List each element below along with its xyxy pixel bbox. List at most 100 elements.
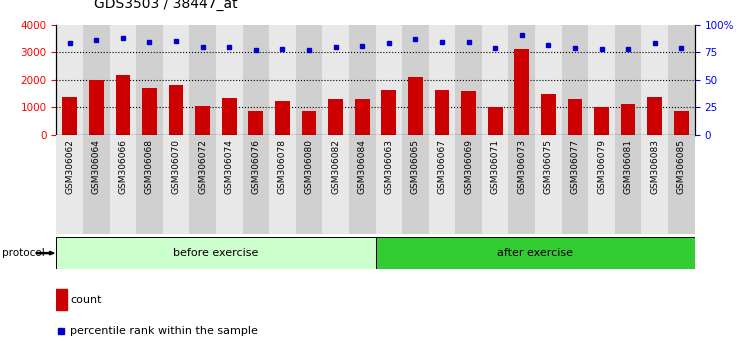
Bar [535,25,562,135]
Bar [243,25,269,135]
Bar [56,289,67,310]
Bar [429,25,455,135]
Text: GSM306067: GSM306067 [438,139,447,194]
Text: GSM306080: GSM306080 [304,139,313,194]
Bar [62,97,77,135]
Bar [668,25,695,135]
Bar [83,135,110,234]
Bar [275,101,290,135]
Text: GSM306081: GSM306081 [623,139,632,194]
Bar [142,88,157,135]
Bar [169,85,183,135]
Bar [116,75,130,135]
Bar [488,107,502,135]
Bar [562,25,588,135]
Text: GSM306070: GSM306070 [171,139,180,194]
Text: GSM306071: GSM306071 [490,139,499,194]
Text: GSM306065: GSM306065 [411,139,420,194]
Bar [322,25,349,135]
Bar [243,135,269,234]
Bar [568,99,582,135]
Bar [322,135,349,234]
Text: GSM306068: GSM306068 [145,139,154,194]
Bar [615,25,641,135]
Text: GSM306074: GSM306074 [225,139,234,194]
Text: GSM306063: GSM306063 [385,139,394,194]
Bar [328,99,343,135]
Bar [110,25,136,135]
Bar [668,135,695,234]
Bar [408,78,423,135]
Text: after exercise: after exercise [497,248,573,258]
Bar [222,98,237,135]
Bar [435,90,449,135]
Text: GSM306072: GSM306072 [198,139,207,194]
Bar [269,25,296,135]
Text: GSM306062: GSM306062 [65,139,74,194]
Bar [189,135,216,234]
Text: GSM306083: GSM306083 [650,139,659,194]
Bar [83,25,110,135]
Bar [110,135,136,234]
Bar [269,135,296,234]
Bar [382,90,396,135]
Bar [508,135,535,234]
Text: GSM306064: GSM306064 [92,139,101,194]
Bar [376,135,402,234]
Text: before exercise: before exercise [173,248,258,258]
Bar [349,135,376,234]
Bar [641,135,668,234]
Text: GSM306085: GSM306085 [677,139,686,194]
Text: GDS3503 / 38447_at: GDS3503 / 38447_at [94,0,237,11]
Bar [136,135,163,234]
Bar [461,91,476,135]
Bar [594,107,609,135]
Text: protocol: protocol [2,248,44,258]
Bar [647,97,662,135]
Bar [615,135,641,234]
Bar [56,25,83,135]
Text: GSM306082: GSM306082 [331,139,340,194]
Bar [621,103,635,135]
Bar [455,25,482,135]
Bar [302,112,316,135]
Bar [429,135,455,234]
Bar [641,25,668,135]
Text: GSM306069: GSM306069 [464,139,473,194]
Bar [376,237,695,269]
Bar [455,135,482,234]
Bar [376,25,402,135]
Text: count: count [71,295,102,305]
Bar [296,25,322,135]
Text: percentile rank within the sample: percentile rank within the sample [71,326,258,336]
Text: GSM306077: GSM306077 [571,139,580,194]
Bar [588,135,615,234]
Bar [482,25,508,135]
Text: GSM306084: GSM306084 [357,139,366,194]
Bar [189,25,216,135]
Bar [562,135,588,234]
Text: GSM306078: GSM306078 [278,139,287,194]
Text: GSM306073: GSM306073 [517,139,526,194]
Text: GSM306075: GSM306075 [544,139,553,194]
Text: GSM306076: GSM306076 [252,139,261,194]
Bar [355,99,369,135]
Bar [195,106,210,135]
Text: GSM306079: GSM306079 [597,139,606,194]
Bar [402,135,429,234]
Bar [674,111,689,135]
Bar [216,135,243,234]
Bar [249,111,263,135]
Bar [163,25,189,135]
Bar [402,25,429,135]
Bar [541,94,556,135]
Bar [136,25,163,135]
Text: GSM306066: GSM306066 [119,139,128,194]
Bar [89,80,104,135]
Bar [56,135,83,234]
Bar [216,25,243,135]
Bar [588,25,615,135]
Bar [508,25,535,135]
Bar [482,135,508,234]
Bar [514,49,529,135]
